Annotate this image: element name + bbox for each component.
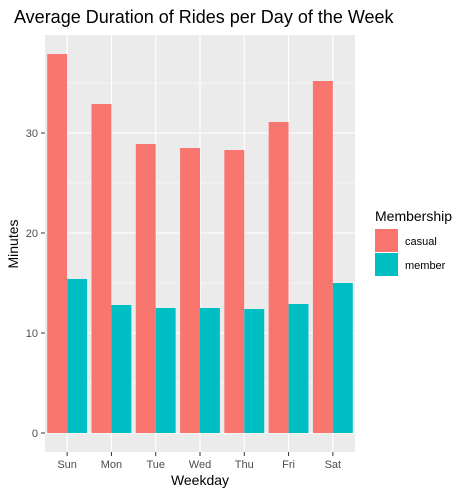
legend-label-casual: casual — [405, 236, 437, 248]
bar-member-thu — [244, 309, 265, 433]
legend-label-member: member — [405, 260, 446, 272]
y-axis: 0 10 20 30 — [26, 128, 45, 440]
x-tick-label: Fri — [282, 459, 295, 471]
bar-casual-fri — [268, 122, 289, 433]
x-tick-label: Sun — [57, 459, 77, 471]
x-tick-label: Tue — [146, 459, 165, 471]
bars — [47, 54, 353, 433]
y-tick-label: 0 — [32, 428, 38, 440]
x-tick-label: Wed — [189, 459, 211, 471]
y-tick-label: 10 — [26, 328, 38, 340]
x-tick-label: Thu — [235, 459, 254, 471]
bar-member-wed — [200, 308, 220, 433]
bar-casual-thu — [224, 150, 245, 433]
bar-casual-wed — [180, 148, 200, 433]
legend: Membership casual member — [375, 208, 452, 276]
bar-member-sun — [67, 279, 88, 433]
legend-key-casual — [375, 229, 398, 252]
bar-member-sat — [332, 283, 353, 433]
bar-casual-mon — [91, 104, 112, 433]
y-tick-label: 20 — [26, 228, 38, 240]
x-axis-title: Weekday — [171, 472, 229, 488]
x-tick-label: Mon — [101, 459, 122, 471]
bar-casual-tue — [135, 144, 156, 433]
legend-title: Membership — [375, 208, 452, 224]
x-axis: Sun Mon Tue Wed Thu Fri Sat — [57, 452, 341, 471]
bar-casual-sat — [312, 81, 333, 433]
y-axis-title: Minutes — [5, 219, 21, 268]
bar-member-tue — [155, 308, 176, 433]
x-tick-label: Sat — [325, 459, 342, 471]
chart-title: Average Duration of Rides per Day of the… — [14, 7, 395, 27]
bar-member-fri — [288, 304, 309, 433]
legend-key-member — [375, 253, 398, 276]
bar-casual-sun — [47, 54, 68, 433]
bar-member-mon — [111, 305, 132, 433]
y-tick-label: 30 — [26, 128, 38, 140]
